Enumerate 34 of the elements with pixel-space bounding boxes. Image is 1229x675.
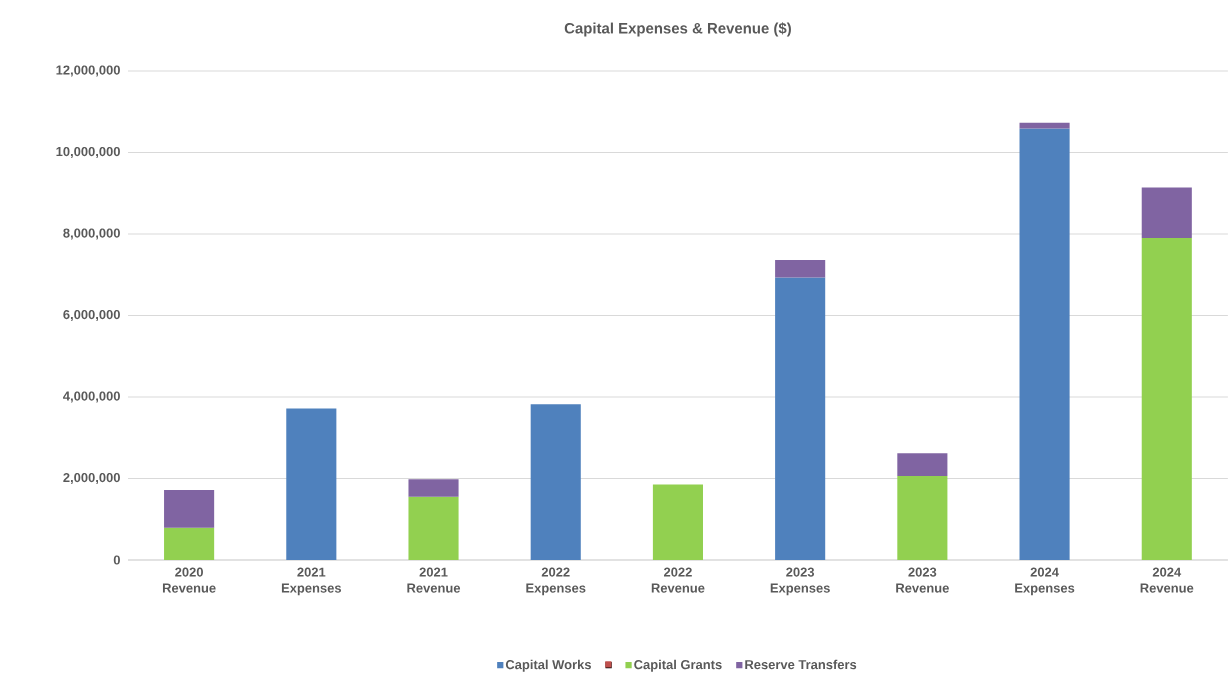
x-tick-label: 2020 Revenue <box>162 567 216 593</box>
bar <box>775 277 826 560</box>
bar <box>164 527 215 560</box>
y-tick-label: 10,000,000 <box>56 146 120 159</box>
bar <box>530 404 581 560</box>
bar <box>775 260 826 278</box>
x-tick-label: 2021 Expenses <box>281 567 342 596</box>
x-tick-label: 2023 Revenue <box>896 567 949 593</box>
x-tick-label: 2024 Expenses <box>1015 567 1075 596</box>
y-tick-label: 8,000,000 <box>63 228 120 240</box>
bar <box>897 453 948 477</box>
y-tick-label: 6,000,000 <box>63 309 120 322</box>
x-tick-label: 2022 Expenses <box>526 567 586 596</box>
legend-label: Capital Grants <box>634 659 722 672</box>
bar <box>1141 187 1192 239</box>
bar <box>1141 238 1192 560</box>
x-tick-label: 2021 Revenue <box>407 567 461 593</box>
y-tick-label: 4,000,000 <box>63 391 120 403</box>
chart-title: Capital Expenses & Revenue ($) <box>564 22 791 37</box>
legend-label: Reserve Transfers <box>745 659 857 670</box>
legend-label: Capital Works <box>505 659 591 672</box>
x-tick-label: 2022 Revenue <box>651 567 705 593</box>
bar <box>1019 128 1070 560</box>
bar <box>408 479 459 497</box>
x-tick-label: 2023 Expenses <box>770 567 830 596</box>
x-tick-label: 2024 Revenue <box>1140 567 1194 593</box>
bar <box>286 408 337 560</box>
y-tick-label: 2,000,000 <box>63 472 120 485</box>
bar <box>408 496 459 560</box>
y-tick-label: 0 <box>113 555 120 565</box>
bar <box>652 484 703 560</box>
bar <box>164 489 215 528</box>
y-tick-label: 12,000,000 <box>56 65 120 77</box>
bar <box>897 476 948 560</box>
